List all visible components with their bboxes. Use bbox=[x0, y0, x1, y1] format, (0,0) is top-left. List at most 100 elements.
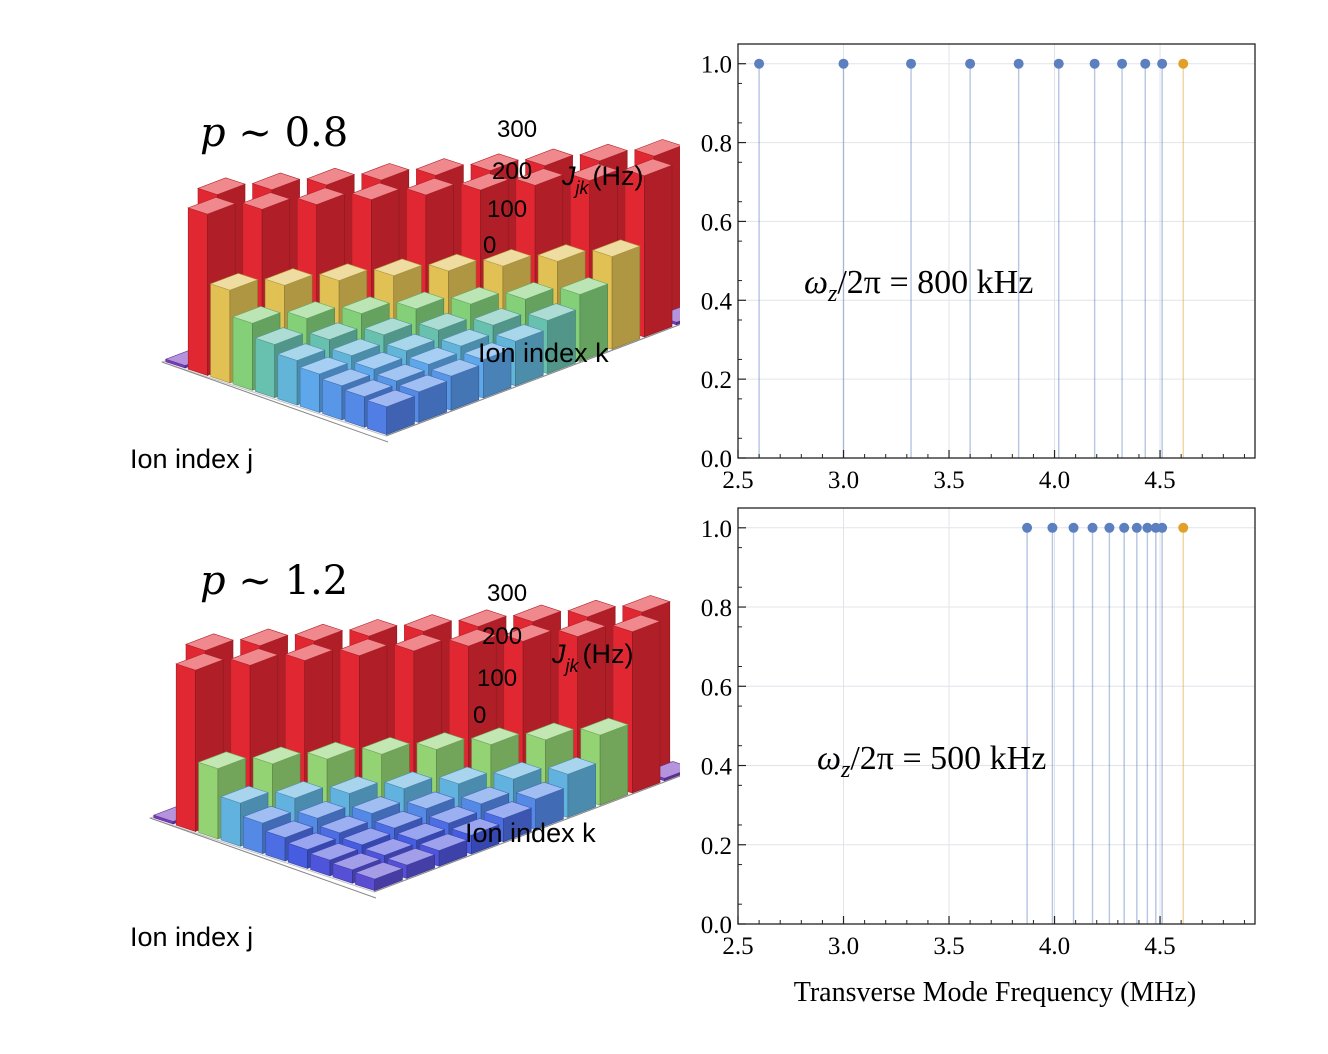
bar-front-face bbox=[255, 337, 276, 399]
bar-top-face bbox=[254, 327, 304, 345]
bar-top-face bbox=[251, 172, 301, 191]
bar-top-face bbox=[463, 342, 512, 360]
j-axis-line bbox=[161, 361, 389, 443]
stem-plot-bottom: 2.5 3.0 3.5 4.0 4.5 0.0 0.2 0.4 0.6 0.8 1.0 ωz/2π … bbox=[680, 496, 1328, 1054]
bar-top-face bbox=[376, 363, 426, 382]
y-tick-label: 0.2 bbox=[701, 833, 732, 860]
p-label-top: p ~ 0.8 bbox=[200, 110, 348, 156]
bar-front-face bbox=[322, 379, 343, 421]
z-tick-0: 0 bbox=[473, 702, 486, 729]
bar-top-face bbox=[229, 648, 279, 666]
stem-point bbox=[1178, 58, 1189, 69]
p-label-bottom: p ~ 1.2 bbox=[200, 558, 348, 604]
bar-top-face bbox=[396, 822, 446, 841]
bar-top-face bbox=[383, 771, 433, 790]
stem-point bbox=[1013, 58, 1024, 69]
bar-top-face bbox=[502, 624, 552, 642]
z-tick-200: 200 bbox=[482, 623, 522, 650]
x-axis-label: Transverse Mode Frequency (MHz) bbox=[794, 977, 1197, 1008]
bar-top-face bbox=[515, 781, 565, 800]
bar-top-face bbox=[366, 389, 416, 408]
bar-top-face bbox=[296, 187, 346, 205]
x-tick-label: 3.0 bbox=[828, 933, 859, 960]
bar-top-face bbox=[185, 633, 234, 651]
tick-labels-top: 2.5 3.0 3.5 4.0 4.5 0.0 0.2 0.4 0.6 0.8 1.0 bbox=[701, 52, 1176, 494]
bar3d-bars-top bbox=[160, 139, 680, 443]
bar-top-face bbox=[525, 722, 575, 741]
bar-top-face bbox=[344, 379, 393, 398]
bar-top-face bbox=[264, 820, 314, 839]
bar-top-face bbox=[418, 833, 468, 851]
bar-top-face bbox=[482, 249, 532, 267]
bar-top-face bbox=[579, 143, 629, 162]
bar-top-face bbox=[241, 192, 291, 210]
bar-top-face bbox=[403, 614, 453, 632]
bar-top-face bbox=[353, 351, 403, 370]
bar-top-face bbox=[483, 801, 533, 819]
bar-top-face bbox=[470, 727, 520, 746]
bar-front-face bbox=[198, 761, 219, 840]
z-tick-300: 300 bbox=[497, 116, 537, 143]
bar-side-face bbox=[631, 620, 661, 794]
bar-top-face bbox=[339, 638, 388, 657]
stem-point bbox=[1104, 522, 1115, 533]
bar-top-face bbox=[374, 810, 423, 829]
stem-point bbox=[965, 58, 976, 69]
y-tick-label: 0.4 bbox=[701, 288, 733, 315]
bar-top-face bbox=[386, 847, 436, 866]
bar-top-face bbox=[297, 801, 346, 819]
bar-top-face bbox=[351, 796, 401, 814]
stem-point bbox=[1068, 522, 1079, 533]
stem-point bbox=[1131, 522, 1142, 533]
annotation-bottom: ωz/2π = 500 kHz bbox=[817, 740, 1046, 783]
k-axis-line bbox=[373, 775, 680, 893]
bar-top-face bbox=[331, 338, 381, 357]
stems-bottom bbox=[1022, 522, 1189, 924]
bar-top-face bbox=[569, 163, 619, 181]
stem-svg-top: 2.5 3.0 3.5 4.0 4.5 0.0 0.2 0.4 0.6 0.8 1.0 ωz/2π … bbox=[701, 43, 1256, 494]
bar-top-face bbox=[514, 168, 564, 186]
bar-top-face bbox=[440, 328, 490, 347]
bar-top-face bbox=[612, 614, 661, 633]
bar-front-face bbox=[232, 316, 253, 391]
ticks-bottom bbox=[737, 507, 1245, 925]
bar-top-face bbox=[460, 786, 510, 805]
bar-top-face bbox=[341, 827, 391, 846]
bar-top-face bbox=[451, 818, 500, 836]
bar-top-face bbox=[408, 347, 458, 365]
ion-index-j-label: Ion index j bbox=[130, 922, 253, 952]
bar-top-face bbox=[309, 843, 359, 861]
bar-top-face bbox=[348, 619, 398, 637]
bar3d-panel-bottom: p ~ 1.2 300 200 100 0 Jjk (Hz) Ion index … bbox=[0, 500, 680, 1000]
bar-top-face bbox=[557, 619, 607, 637]
stem-point bbox=[1119, 522, 1130, 533]
y-tick-label: 0.4 bbox=[701, 754, 733, 781]
j-axis-line bbox=[149, 817, 377, 899]
bar-top-face bbox=[430, 359, 480, 377]
stem-point bbox=[1022, 522, 1033, 533]
grid-bottom bbox=[737, 508, 1255, 925]
bar-top-face bbox=[287, 832, 337, 851]
ion-index-j-label: Ion index j bbox=[130, 444, 253, 474]
bar-top-face bbox=[591, 239, 641, 257]
bar-top-face bbox=[341, 296, 391, 315]
bar-top-face bbox=[416, 732, 465, 750]
bar-top-face bbox=[393, 633, 443, 652]
bar-front-face bbox=[187, 207, 208, 376]
stem-plot-top: 2.5 3.0 3.5 4.0 4.5 0.0 0.2 0.4 0.6 0.8 1.0 ωz/2π … bbox=[680, 0, 1328, 496]
bar3d-svg-bottom: p ~ 1.2 300 200 100 0 Jjk (Hz) Ion index … bbox=[130, 558, 680, 952]
bar-top-face bbox=[418, 312, 468, 331]
stem-point bbox=[1117, 58, 1128, 69]
jk-axis-label: Jjk (Hz) bbox=[561, 161, 643, 198]
z-tick-0: 0 bbox=[483, 232, 496, 259]
bar-top-face bbox=[405, 177, 455, 196]
y-tick-label: 0.2 bbox=[701, 367, 732, 394]
bar-top-face bbox=[197, 751, 247, 770]
bar-top-face bbox=[364, 838, 414, 856]
tick-labels-bottom: 2.5 3.0 3.5 4.0 4.5 0.0 0.2 0.4 0.6 0.8 1.0 bbox=[701, 516, 1176, 960]
bar-top-face bbox=[321, 368, 371, 387]
bar-top-face bbox=[354, 861, 404, 880]
x-tick-label: 2.5 bbox=[722, 467, 753, 494]
bar-top-face bbox=[406, 791, 456, 810]
bar-top-face bbox=[458, 609, 507, 627]
